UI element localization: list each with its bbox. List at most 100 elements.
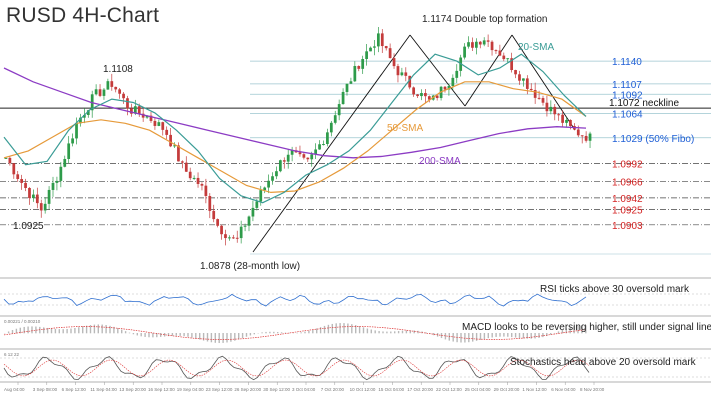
- annotation-1-0925: 1.0925: [13, 221, 44, 232]
- candle-body: [263, 187, 267, 191]
- macd-bar: [124, 331, 127, 334]
- macd-bar: [183, 333, 185, 337]
- macd-bar: [514, 333, 517, 338]
- x-tick-label: 8 Nov 20:00: [580, 387, 605, 392]
- candle-body: [153, 120, 157, 126]
- macd-bar: [93, 324, 96, 334]
- candle-body: [243, 225, 247, 227]
- macd-bar: [249, 333, 252, 336]
- macd-header-values: 0.00221 / 0.00210: [4, 319, 41, 324]
- x-tick-label: 15 Oct 04:00: [378, 387, 404, 392]
- candle-body: [561, 114, 564, 123]
- candle-body: [161, 122, 165, 130]
- candle-body: [310, 154, 314, 160]
- macd-bar: [113, 326, 115, 334]
- macd-bar: [530, 333, 532, 339]
- annotation-28-month-low: 1.0878 (28-month low): [200, 261, 300, 272]
- candle-body: [4, 157, 8, 159]
- macd-bar: [179, 333, 181, 336]
- candle-body: [416, 94, 419, 97]
- macd-bar: [296, 332, 298, 334]
- candle-body: [251, 207, 255, 217]
- moving-averages: [3, 53, 587, 204]
- candle-body: [302, 154, 306, 158]
- candle-body: [380, 33, 384, 47]
- candle-body: [522, 78, 525, 81]
- candle-body: [474, 41, 478, 48]
- candle-body: [192, 177, 196, 179]
- macd-bar: [507, 333, 509, 337]
- macd-bar: [479, 333, 482, 340]
- macd-bar: [460, 333, 462, 343]
- candle-body: [408, 75, 412, 88]
- candle-body: [341, 91, 345, 105]
- x-tick-label: 30 Sep 12:00: [263, 387, 290, 392]
- macd-bar: [386, 331, 388, 334]
- x-tick-label: 19 Sep 04:00: [177, 387, 204, 392]
- candle-body: [569, 119, 572, 127]
- macd-bar: [413, 330, 415, 334]
- candle-body: [392, 58, 396, 67]
- macd-bar: [464, 333, 466, 343]
- x-axis: Aug 04:00 3 Sep 08:00 6 Sep 12:00 11 Sep 04…: [4, 382, 605, 392]
- x-tick-label: 6 Nov 04:00: [551, 387, 576, 392]
- macd-bar: [27, 326, 29, 334]
- macd-bar: [117, 328, 119, 334]
- macd-bar: [503, 333, 505, 337]
- macd-bar: [39, 326, 41, 334]
- macd-bar: [210, 333, 213, 343]
- sma200-label: 200-SMA: [419, 156, 461, 167]
- candle-body: [63, 158, 67, 167]
- candle-body: [8, 157, 12, 164]
- level-label: 1.1064: [612, 110, 643, 121]
- candle-body: [39, 203, 43, 211]
- candle-body: [224, 234, 227, 239]
- macd-bar: [46, 327, 49, 334]
- candle-body: [553, 106, 557, 115]
- trendline-down-2: [511, 34, 576, 131]
- macd-bar: [468, 333, 470, 343]
- macd-bar: [230, 333, 232, 342]
- level-label: 1.1072 neckline: [609, 98, 679, 109]
- macd-bar: [331, 323, 333, 334]
- macd-bar: [11, 330, 14, 334]
- candle-body: [443, 86, 447, 90]
- candle-body: [404, 72, 408, 76]
- macd-bar: [206, 333, 209, 342]
- macd-bar: [499, 333, 501, 337]
- macd-bar: [339, 323, 341, 334]
- candle-body: [333, 115, 337, 123]
- stoch-k-line: [3, 355, 590, 381]
- candle-body: [114, 86, 118, 90]
- macd-bar: [561, 329, 564, 334]
- candle-body: [502, 55, 506, 60]
- candle-body: [102, 89, 106, 96]
- macd-bar: [261, 332, 263, 334]
- x-tick-label: 17 Oct 20:00: [407, 387, 433, 392]
- sma50-label: 50-SMA: [387, 123, 423, 134]
- candle-body: [24, 182, 27, 188]
- price-levels: [0, 60, 711, 255]
- candle-body: [486, 40, 490, 42]
- candle-body: [267, 180, 270, 188]
- level-label: 1.1092: [612, 90, 643, 101]
- macd-bar: [312, 329, 314, 334]
- macd-bar: [175, 333, 177, 336]
- candle-body: [349, 81, 353, 84]
- candle-body: [122, 93, 125, 99]
- macd-bar: [491, 333, 493, 338]
- candle-body: [165, 129, 169, 135]
- macd-bar: [405, 330, 408, 334]
- candle-body: [220, 225, 223, 235]
- sma50-line: [3, 81, 587, 194]
- x-tick-label: 25 Oct 04:00: [465, 387, 491, 392]
- macd-bar: [105, 325, 107, 334]
- candle-body: [463, 46, 466, 58]
- candle-body: [510, 58, 514, 71]
- level-label: 1.0942: [612, 194, 643, 205]
- macd-bar: [226, 333, 228, 343]
- macd-bar: [472, 333, 474, 342]
- rsi-caption: RSI ticks above 30 oversold mark: [540, 284, 690, 295]
- candle-body: [518, 74, 521, 81]
